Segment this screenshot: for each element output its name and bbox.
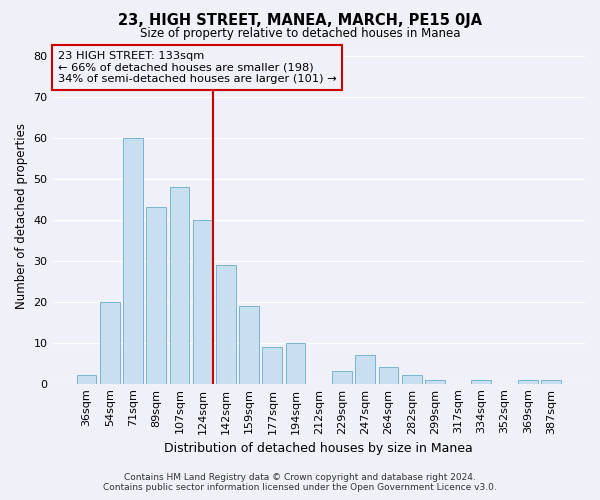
Bar [541, 380, 561, 384]
Bar [100, 302, 119, 384]
Bar [472, 380, 491, 384]
Bar [425, 380, 445, 384]
Bar [123, 138, 143, 384]
Y-axis label: Number of detached properties: Number of detached properties [15, 122, 28, 308]
Text: 23 HIGH STREET: 133sqm
← 66% of detached houses are smaller (198)
34% of semi-de: 23 HIGH STREET: 133sqm ← 66% of detached… [58, 51, 337, 84]
Bar [77, 376, 97, 384]
Text: 23, HIGH STREET, MANEA, MARCH, PE15 0JA: 23, HIGH STREET, MANEA, MARCH, PE15 0JA [118, 12, 482, 28]
Bar [286, 342, 305, 384]
Bar [170, 187, 190, 384]
Bar [402, 376, 422, 384]
Bar [355, 355, 375, 384]
Bar [239, 306, 259, 384]
Bar [518, 380, 538, 384]
Bar [146, 208, 166, 384]
Bar [216, 265, 236, 384]
Bar [379, 368, 398, 384]
Bar [193, 220, 212, 384]
Bar [332, 372, 352, 384]
Bar [262, 347, 282, 384]
Text: Contains HM Land Registry data © Crown copyright and database right 2024.
Contai: Contains HM Land Registry data © Crown c… [103, 473, 497, 492]
Text: Size of property relative to detached houses in Manea: Size of property relative to detached ho… [140, 26, 460, 40]
X-axis label: Distribution of detached houses by size in Manea: Distribution of detached houses by size … [164, 442, 473, 455]
